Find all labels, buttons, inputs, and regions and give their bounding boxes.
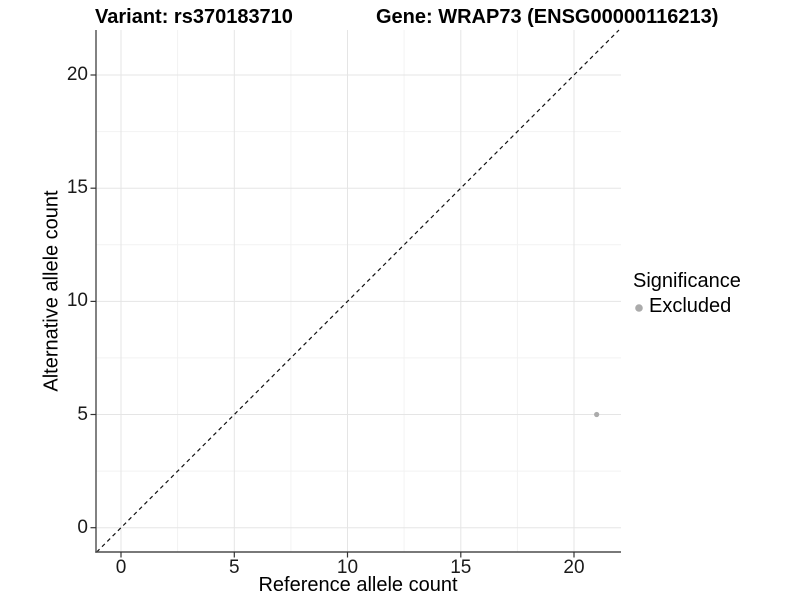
axis-lines <box>95 30 621 553</box>
legend: Significance Excluded <box>633 270 741 318</box>
major-gridlines <box>96 30 621 552</box>
plot-title-variant: Variant: rs370183710 <box>95 6 293 28</box>
identity-dashed-line <box>96 29 620 553</box>
x-tick-label: 15 <box>450 557 472 578</box>
minor-gridlines <box>96 30 621 552</box>
legend-item-label: Excluded <box>649 295 732 317</box>
x-tick-label: 5 <box>229 557 240 578</box>
y-tick-label: 0 <box>77 516 88 538</box>
x-tick-label: 10 <box>336 557 359 578</box>
legend-title: Significance <box>633 270 741 292</box>
plot-title-gene: Gene: WRAP73 (ENSG00000116213) <box>376 6 719 28</box>
legend-item-excluded: Excluded <box>633 295 741 318</box>
x-tick-label: 0 <box>115 557 127 578</box>
axis-tick-marks <box>90 74 575 558</box>
x-tick-label: 20 <box>563 557 585 578</box>
y-tick-label: 20 <box>66 64 88 85</box>
y-tick-label: 10 <box>66 290 88 311</box>
y-axis-title: Alternative allele count <box>40 190 63 392</box>
y-tick-label: 5 <box>77 403 88 425</box>
data-point-excluded <box>594 411 600 418</box>
legend-key-dot-icon <box>635 303 643 312</box>
x-axis-title: Reference allele count <box>258 574 458 596</box>
y-tick-label: 15 <box>66 177 88 198</box>
